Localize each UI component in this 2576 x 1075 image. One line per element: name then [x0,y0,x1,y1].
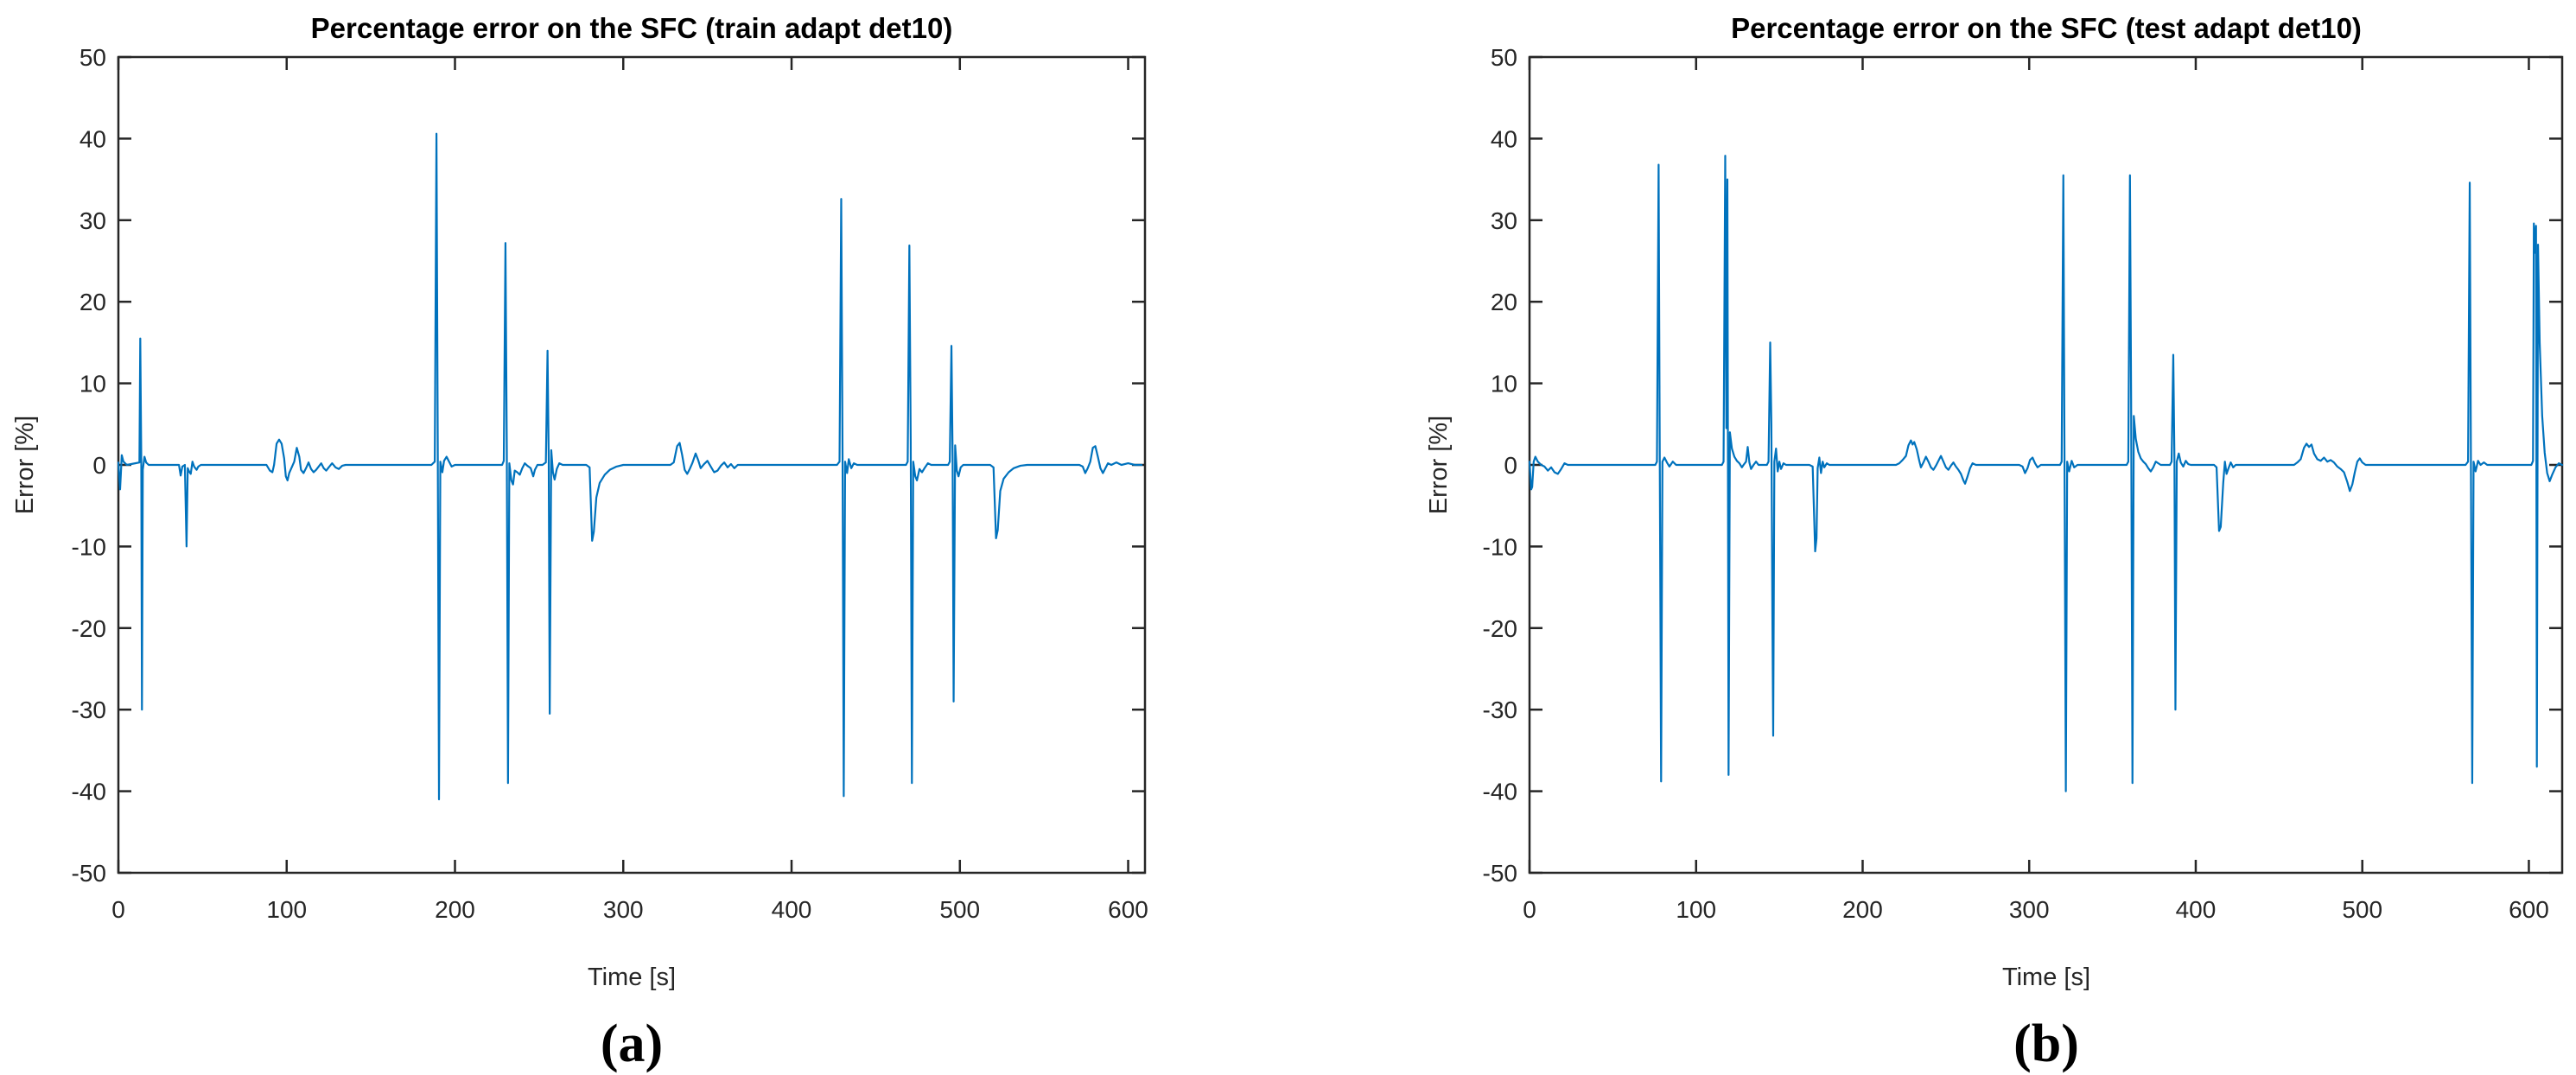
panel-caption-b: (b) [2013,1015,2079,1073]
plot-area-train: 0 100 200 300 400 500 600 -50 -40 -30 -20 -10 0 10 20 3… [72,44,1148,923]
y-tick-label: -10 [72,533,106,560]
y-tick-label: -30 [1483,697,1517,723]
y-tick-label: 20 [80,289,106,315]
x-tick-label: 300 [2009,896,2050,923]
y-tick-label: -20 [1483,615,1517,642]
x-tick-labels: 0 100 200 300 400 500 600 [111,896,1148,923]
y-axis-label-test: Error [%] [1425,416,1453,514]
y-tick-label: 40 [80,125,106,152]
y-tick-label: 10 [1491,371,1517,398]
y-tick-label: 50 [80,44,106,71]
panel-caption-a: (a) [601,1015,663,1073]
x-tick-label: 400 [2176,896,2217,923]
y-tick-label: -10 [1483,533,1517,560]
y-tick-label: 0 [92,452,106,479]
x-axis-label-test: Time [s] [2002,964,2090,991]
y-axis-label-train: Error [%] [11,416,39,514]
y-tick-labels: -50 -40 -30 -20 -10 0 10 20 30 40 50 [1483,44,1517,887]
y-tick-label: -40 [72,779,106,805]
y-tick-label: -50 [72,860,106,887]
x-tick-label: 100 [1676,896,1716,923]
train-error-chart: Percentage error on the SFC (train adapt… [11,12,1148,1073]
plot-area-test: 0 100 200 300 400 500 600 -50 -40 -30 -20 -10 0 10 20 3… [1483,44,2564,923]
y-tick-label: 50 [1491,44,1517,71]
x-tick-label: 500 [939,896,980,923]
y-tick-label: 20 [1491,289,1517,315]
x-tick-label: 0 [111,896,125,923]
error-line [1528,155,2564,792]
y-tick-label: 0 [1504,452,1517,479]
y-tick-label: 30 [1491,207,1517,234]
x-tick-label: 200 [1842,896,1883,923]
x-axis-label-train: Time [s] [588,964,676,991]
y-tick-label: 30 [80,207,106,234]
x-tick-labels: 0 100 200 300 400 500 600 [1523,896,2549,923]
x-tick-label: 300 [603,896,644,923]
axis-ticks [117,55,1145,875]
y-tick-label: -50 [1483,860,1517,887]
axis-ticks [1528,55,2562,875]
y-tick-label: -20 [72,615,106,642]
y-tick-label: -30 [72,697,106,723]
x-tick-label: 200 [435,896,475,923]
y-tick-label: 40 [1491,125,1517,152]
test-error-chart: Percentage error on the SFC (test adapt … [1425,12,2564,1073]
error-line [117,132,1143,801]
chart-title-test: Percentage error on the SFC (test adapt … [1731,12,2362,44]
x-tick-label: 0 [1523,896,1536,923]
chart-title-train: Percentage error on the SFC (train adapt… [311,12,953,44]
x-tick-label: 600 [1108,896,1148,923]
y-tick-label: -40 [1483,779,1517,805]
x-tick-label: 500 [2342,896,2382,923]
y-tick-label: 10 [80,371,106,398]
x-tick-label: 400 [772,896,812,923]
x-tick-label: 600 [2509,896,2549,923]
x-tick-label: 100 [266,896,307,923]
y-tick-labels: -50 -40 -30 -20 -10 0 10 20 30 40 50 [72,44,106,887]
